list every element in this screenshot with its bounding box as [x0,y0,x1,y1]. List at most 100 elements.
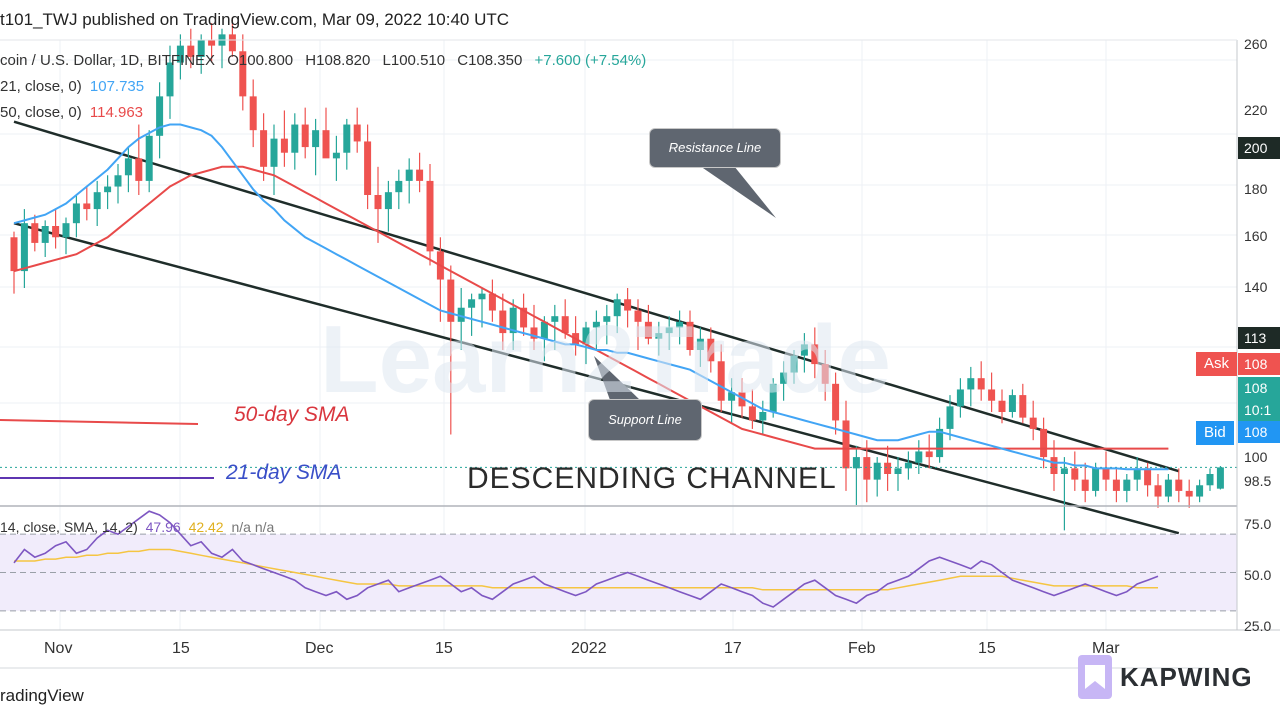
candle-body [124,158,132,176]
price-axis-label: 140 [1244,279,1268,295]
candle-body [1050,457,1058,474]
candle-body [655,333,663,339]
candle-body [956,389,964,407]
candle-body [280,138,288,153]
sma21-legend-value: 107.735 [89,78,145,95]
candle-body [863,457,871,480]
sma21-legend-label: 21, close, 0) [0,78,82,95]
candle-body [613,299,621,317]
candle-body [509,307,517,334]
candle-body [520,307,528,328]
candle-body [239,51,247,97]
candle-body [145,135,153,181]
candle-body [228,34,236,52]
candle-body [447,279,455,322]
rsi-sma-legend-value: 42.42 [188,519,224,535]
ohlc-open: O100.800 [227,52,294,69]
sma21-line [13,123,1169,471]
last-price-tag: 108 10:1 [1238,377,1280,421]
candle-body [780,372,788,384]
candle-body [988,389,996,401]
tradingview-footer[interactable]: radingView [0,686,84,705]
candle-body [343,124,351,153]
candle-body [634,310,642,322]
bid-price-tag: 108 [1238,421,1280,443]
candle-body [156,96,164,136]
candle-body [1008,395,1016,412]
candle-body [416,169,424,181]
symbol-legend: coin / U.S. Dollar, 1D, BITFINEX O100.80… [0,52,646,69]
candle-body [72,203,80,224]
ohlc-change: +7.600 (+7.54%) [534,52,647,69]
candle-body [1196,485,1204,497]
candle-body [582,327,590,345]
candle-body [967,378,975,390]
candle-body [821,364,829,384]
ask-price-tag: 108 [1238,353,1280,375]
candle-body [738,392,746,407]
candle-body [769,383,777,412]
channel-title: DESCENDING CHANNEL [467,462,837,495]
candle-body [894,468,902,474]
candle-body [603,316,611,322]
sma21-annotation: 21-day SMA [226,461,342,484]
candle-body [478,293,486,300]
kapwing-watermark: KAPWING [1078,655,1253,699]
channel-upper-line [13,120,1180,473]
candle-body [540,321,548,339]
ohlc-high: H108.820 [305,52,371,69]
rsi-axis-label: 75.0 [1244,516,1272,532]
candle-body [1060,468,1068,474]
candle-body [728,392,736,401]
rsi-axis-label: 25.0 [1244,618,1272,634]
time-axis-label: 15 [172,640,190,657]
candle-body [686,321,694,350]
sma50-legend-label: 50, close, 0) [0,104,82,121]
ohlc-low: L100.510 [382,52,446,69]
support-callout-pointer [594,356,640,400]
symbol-label: coin / U.S. Dollar, 1D, BITFINEX [0,52,216,69]
time-axis-label: Nov [44,640,73,657]
candle-body [395,180,403,193]
candle-body [20,223,28,272]
price-tag-113: 113 [1238,327,1280,349]
price-axis-label: 98.5 [1244,473,1272,489]
candle-body [1081,479,1089,491]
candle-body [312,130,320,148]
candle-body [551,316,559,322]
candle-body [530,327,538,339]
candle-body [1216,467,1224,489]
candle-body [364,141,372,195]
candle-body [499,310,507,334]
ask-label: Ask [1196,352,1238,376]
candle-body [249,96,257,131]
candle-body [1123,479,1131,491]
candle-body [176,45,184,63]
candle-body [998,400,1006,412]
candle-body [93,192,101,210]
candle-body [1029,417,1037,429]
candle-body [384,192,392,210]
resistance-line-callout: Resistance Line [649,128,781,168]
candle-body [925,451,933,458]
candle-body [457,307,465,322]
candle-body [1092,468,1100,491]
candle-body [405,169,413,181]
candle-body [852,457,860,469]
candle-body [748,406,756,421]
resistance-callout-pointer [700,166,776,218]
price-axis-label: 220 [1244,102,1268,118]
candle-body [842,420,850,469]
candle-body [488,293,496,311]
time-axis-label: 2022 [571,640,607,657]
candle-body [561,316,569,334]
candle-body [946,406,954,429]
candle-body [1154,485,1162,497]
candle-body [187,45,195,57]
time-axis-label: Feb [848,640,876,657]
candle-body [31,223,39,243]
candle-body [1019,395,1027,418]
candle-body [468,299,476,308]
candle-body [884,462,892,474]
